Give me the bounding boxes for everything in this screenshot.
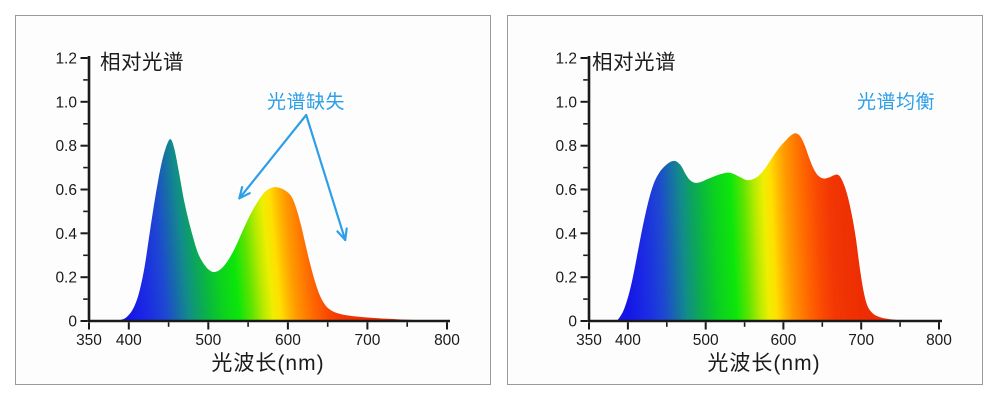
x-tick-label: 600 [275,332,301,349]
tick-marks [580,57,940,330]
x-tick-label: 350 [576,332,602,349]
annotation-missing-spectrum-label: 光谱缺失 [266,92,345,113]
spectrum-area [617,133,910,321]
x-axis-label: 光波长(nm) [211,352,325,375]
y-tick-label: 1.2 [55,51,77,68]
x-tick-label: 600 [770,332,796,349]
tick-labels: 350 400 500 600 700 800 0 0.2 0.4 0.6 0.8 1.0 1.2 [555,51,952,350]
x-tick-label: 700 [848,332,874,349]
spectrum-area [112,139,448,321]
annotation-arrows [238,113,348,241]
chart-panel-missing-spectrum: 350 400 500 600 700 800 0 0.2 0.4 0.6 0.8 1.0 1.2 相对… [15,15,491,385]
x-tick-label: 400 [116,332,142,349]
annotation-balanced-spectrum-label: 光谱均衡 [856,92,935,113]
y-tick-label: 1.0 [55,94,77,111]
chart-panel-balanced-spectrum: 350 400 500 600 700 800 0 0.2 0.4 0.6 0.8 1.0 1.2 相对… [507,15,983,385]
y-tick-label: 0 [68,314,77,331]
arrow-head [344,227,348,241]
axes [587,56,942,323]
x-tick-label: 500 [693,332,719,349]
axes [87,56,450,323]
y-tick-label: 0 [568,314,577,331]
x-tick-label: 800 [926,332,952,349]
tick-marks [80,57,448,330]
tick-labels: 350 400 500 600 700 800 0 0.2 0.4 0.6 0.8 1.0 1.2 [55,51,460,350]
x-axis-label: 光波长(nm) [707,352,821,375]
spectrum-chart-missing: 350 400 500 600 700 800 0 0.2 0.4 0.6 0.8 1.0 1.2 [55,51,460,350]
y-tick-label: 0.2 [555,270,577,287]
arrow-line [305,113,347,241]
x-tick-label: 500 [195,332,221,349]
y-tick-label: 0.4 [55,226,77,243]
x-tick-label: 350 [76,332,102,349]
y-tick-label: 0.6 [55,182,77,199]
y-tick-label: 0.4 [555,226,577,243]
y-tick-label: 1.0 [555,94,577,111]
arrow-head [238,192,251,200]
x-tick-label: 400 [615,332,641,349]
y-tick-label: 0.8 [555,138,577,155]
y-tick-label: 0.8 [55,138,77,155]
arrow-head [336,230,347,241]
arrow-head [238,186,244,200]
spectrum-chart-balanced: 350 400 500 600 700 800 0 0.2 0.4 0.6 0.8 1.0 1.2 [555,51,952,350]
x-tick-label: 700 [354,332,380,349]
x-tick-label: 800 [434,332,460,349]
y-tick-label: 0.2 [55,270,77,287]
chart-title: 相对光谱 [592,51,676,74]
arrow-line [238,113,308,200]
chart-title: 相对光谱 [100,51,184,74]
y-tick-label: 0.6 [555,182,577,199]
y-tick-label: 1.2 [555,51,577,68]
